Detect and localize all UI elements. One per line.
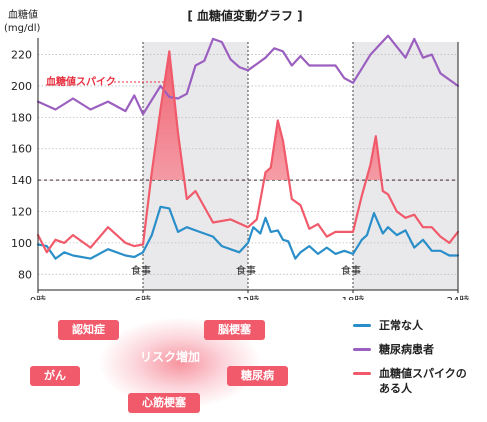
y-tick-label: 140 xyxy=(11,174,32,187)
spike-annotation-group: 血糖値スパイク xyxy=(46,75,164,88)
x-tick-label: 18時 xyxy=(342,295,365,300)
legend-swatch-normal xyxy=(353,324,371,327)
risk-cerebral-infarction: 脳梗塞 xyxy=(204,320,265,340)
chart-legend: 正常な人 糖尿病患者 血糖値スパイクのある人 xyxy=(353,318,483,405)
y-tick-label: 100 xyxy=(11,237,32,250)
legend-label-normal: 正常な人 xyxy=(379,319,423,332)
series-line-2 xyxy=(36,50,460,254)
risk-dementia: 認知症 xyxy=(58,320,119,340)
legend-item-normal: 正常な人 xyxy=(353,318,483,333)
meal-label-2: 食事 xyxy=(341,264,361,277)
spike-area-fill xyxy=(150,51,382,181)
spike-annotation: 血糖値スパイク xyxy=(46,75,116,88)
chart-axes: 80 100 120 140 160 180 200 220 0時 6時 12時 18時 24時 食事 食事… xyxy=(11,38,469,300)
y-tick-label: 80 xyxy=(18,268,32,281)
shaded-periods xyxy=(143,42,458,290)
y-tick-label: 220 xyxy=(11,49,32,62)
risk-myocardial-infarction: 心筋梗塞 xyxy=(128,393,200,413)
meal-label-1: 食事 xyxy=(236,264,256,277)
y-axis-label-line1: 血糖値 xyxy=(8,8,38,21)
legend-item-diabetic: 糖尿病患者 xyxy=(353,342,483,357)
x-tick-label: 12時 xyxy=(237,295,260,300)
chart-title: [ 血糖値変動グラフ ] xyxy=(187,8,302,23)
risk-center-label: リスク増加 xyxy=(139,350,200,364)
risk-cancer: がん xyxy=(30,366,80,386)
legend-label-diabetic: 糖尿病患者 xyxy=(379,343,434,356)
legend-swatch-diabetic xyxy=(353,348,371,351)
glucose-chart: 80 100 120 140 160 180 200 220 0時 6時 12時 18時 24時 食事 食事… xyxy=(4,8,469,300)
risk-diagram: リスク増加 認知症 脳梗塞 がん 糖尿病 心筋梗塞 xyxy=(0,300,320,422)
legend-swatch-spike xyxy=(353,372,371,375)
series-line-0 xyxy=(36,205,460,260)
y-tick-label: 120 xyxy=(11,206,32,219)
series-line-1 xyxy=(36,34,460,116)
meal-label-0: 食事 xyxy=(131,264,151,277)
x-tick-label: 0時 xyxy=(30,295,46,300)
y-axis-label-line2: (mg/dl) xyxy=(4,23,40,34)
series-layer xyxy=(36,34,460,260)
y-tick-label: 180 xyxy=(11,111,32,124)
y-tick-label: 160 xyxy=(11,143,32,156)
x-tick-label: 6時 xyxy=(135,295,151,300)
legend-label-spike: 血糖値スパイクのある人 xyxy=(379,367,467,395)
y-tick-label: 200 xyxy=(11,80,32,93)
risk-diabetes: 糖尿病 xyxy=(227,366,288,386)
x-tick-label: 24時 xyxy=(447,295,470,300)
legend-item-spike: 血糖値スパイクのある人 xyxy=(353,366,483,396)
